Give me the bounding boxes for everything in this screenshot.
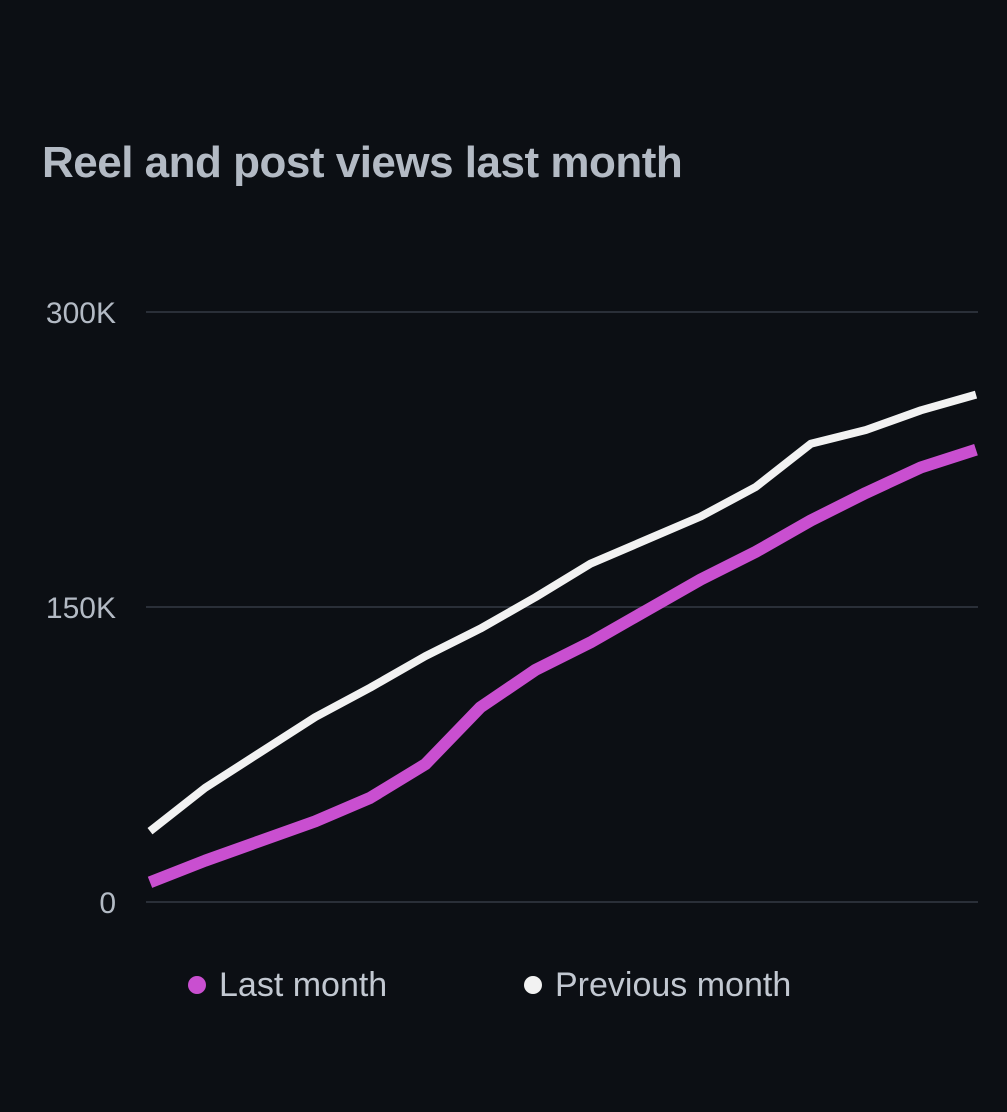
legend-item-previous-month[interactable]: Previous month (524, 962, 791, 1008)
series-line-previous-month (147, 390, 978, 835)
chart-title: Reel and post views last month (42, 138, 683, 187)
legend-item-last-month[interactable]: Last month (188, 962, 387, 1008)
legend-dot-previous-month (524, 976, 542, 994)
series-lines (147, 390, 978, 888)
legend-label-previous-month: Previous month (555, 965, 792, 1004)
line-chart: 0 150K 300K (46, 297, 978, 920)
legend-label-last-month: Last month (219, 965, 388, 1004)
y-tick-label-150k: 150K (46, 592, 116, 625)
grid-lines (146, 311, 978, 903)
series-line-last-month (147, 443, 978, 888)
y-axis-ticks: 0 150K 300K (46, 297, 116, 920)
legend: Last month Previous month (0, 962, 1007, 1012)
y-tick-label-300k: 300K (46, 297, 116, 330)
legend-dot-last-month (188, 976, 206, 994)
y-tick-label-0: 0 (99, 887, 116, 920)
